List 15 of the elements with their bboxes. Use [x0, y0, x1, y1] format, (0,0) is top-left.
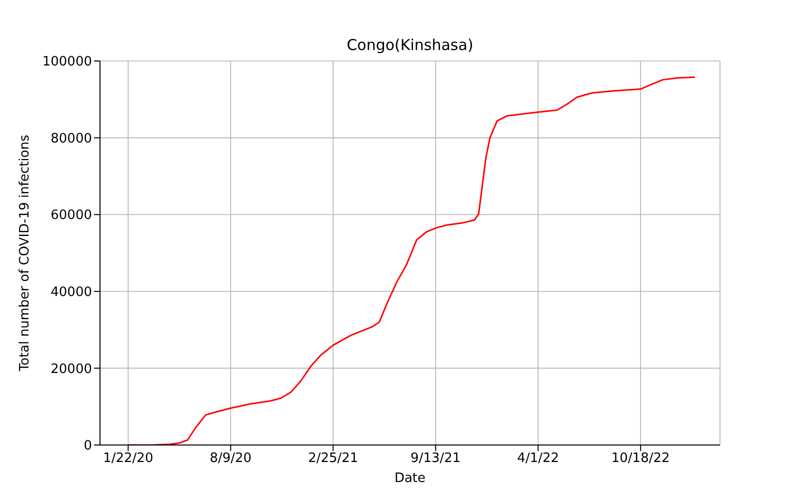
y-tick-label: 100000 — [42, 54, 92, 70]
y-tick-label: 0 — [84, 438, 92, 454]
x-tick-label: 8/9/20 — [210, 451, 252, 466]
chart-title: Congo(Kinshasa) — [346, 36, 474, 54]
x-tick-label: 1/22/20 — [103, 451, 154, 466]
x-tick-label: 10/18/22 — [611, 451, 670, 466]
y-tick-label: 40000 — [50, 285, 92, 300]
y-tick-label: 60000 — [50, 208, 92, 224]
x-axis-title: Date — [393, 471, 427, 486]
y-tick-label: 80000 — [50, 131, 92, 146]
y-tick-label: 20000 — [50, 362, 92, 377]
y-axis-title: Total number of COVID-19 infections — [18, 134, 32, 372]
x-tick-label: 9/13/21 — [410, 451, 461, 466]
x-tick-label: 4/1/22 — [517, 451, 560, 466]
x-tick-label: 2/25/21 — [308, 451, 358, 466]
